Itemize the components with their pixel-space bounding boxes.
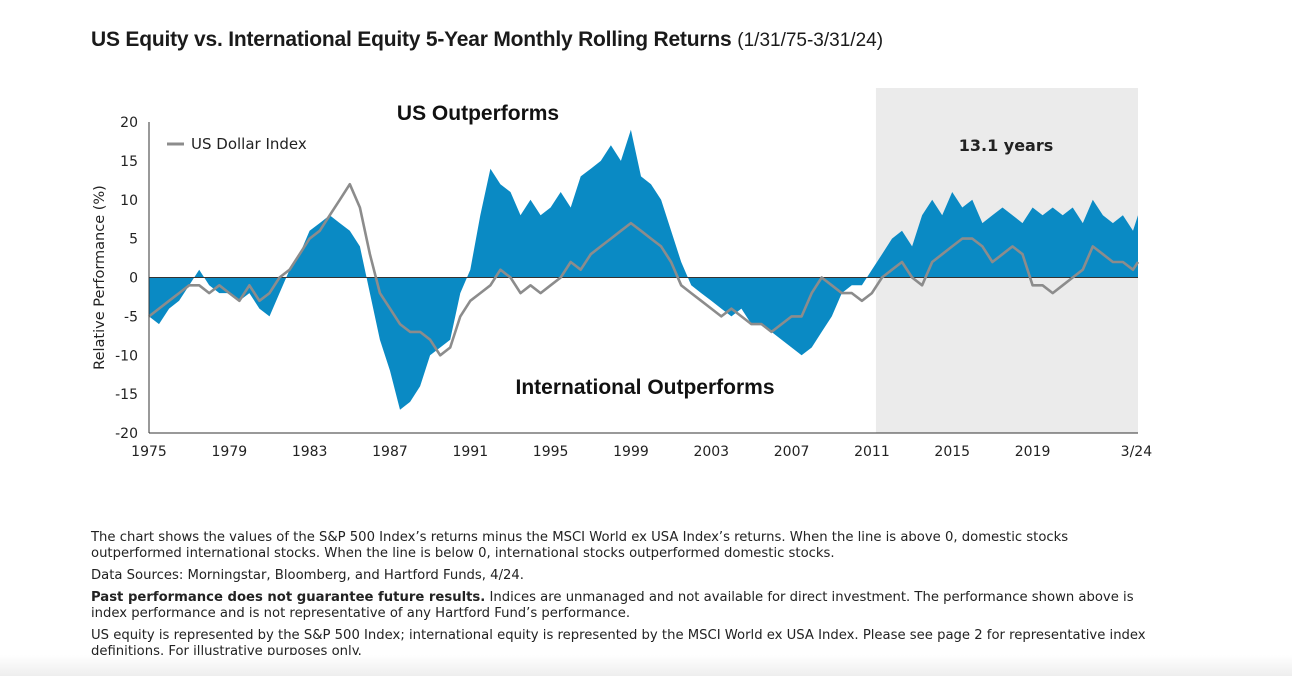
footnotes: The chart shows the values of the S&P 50… — [91, 530, 1151, 666]
footnote-disclaimer: Past performance does not guarantee futu… — [91, 590, 1151, 622]
page-bottom-fade — [0, 655, 1292, 676]
y-tick-label: -15 — [115, 387, 138, 403]
x-tick-label: 2007 — [774, 444, 810, 460]
x-tick-label: 1987 — [372, 444, 408, 460]
x-tick-label: 2015 — [934, 444, 970, 460]
legend-label-us-dollar-index: US Dollar Index — [191, 135, 307, 153]
x-tick-label: 1975 — [131, 444, 167, 460]
y-tick-label: 10 — [120, 193, 138, 209]
x-tick-label: 3/24 — [1121, 444, 1153, 460]
annotation-shaded-period: 13.1 years — [959, 136, 1054, 155]
annotation-us-outperforms: US Outperforms — [397, 102, 559, 125]
x-tick-label: 1983 — [292, 444, 328, 460]
y-axis-label: Relative Performance (%) — [92, 185, 108, 370]
y-tick-label: 0 — [129, 271, 138, 287]
x-tick-label: 1979 — [212, 444, 248, 460]
relative-performance-area — [149, 129, 1138, 410]
y-tick-label: 5 — [129, 232, 138, 248]
x-tick-label: 2011 — [854, 444, 890, 460]
y-tick-label: -20 — [115, 426, 138, 442]
us-dollar-index-line — [148, 182, 1140, 357]
y-tick-label: -10 — [115, 348, 138, 364]
footnote-disclaimer-bold: Past performance does not guarantee futu… — [91, 590, 486, 605]
y-tick-label: -5 — [124, 309, 138, 325]
footnote-description: The chart shows the values of the S&P 50… — [91, 530, 1069, 561]
x-tick-label: 1995 — [533, 444, 569, 460]
x-tick-label: 2019 — [1015, 444, 1051, 460]
y-tick-label: 15 — [120, 154, 138, 170]
chart-title: US Equity vs. International Equity 5-Yea… — [91, 28, 883, 52]
annotation-international-outperforms: International Outperforms — [515, 376, 774, 399]
y-tick-label: 20 — [120, 115, 138, 131]
footnote-disclaimer-rest: Indices are unmanaged and not available … — [91, 590, 1134, 621]
x-tick-label: 1991 — [452, 444, 488, 460]
chart-title-main: US Equity vs. International Equity 5-Yea… — [91, 28, 732, 51]
x-tick-label: 1999 — [613, 444, 649, 460]
footnote-sources: Data Sources: Morningstar, Bloomberg, an… — [91, 568, 524, 583]
chart-title-date-range: (1/31/75-3/31/24) — [737, 30, 884, 51]
x-tick-label: 2003 — [693, 444, 729, 460]
